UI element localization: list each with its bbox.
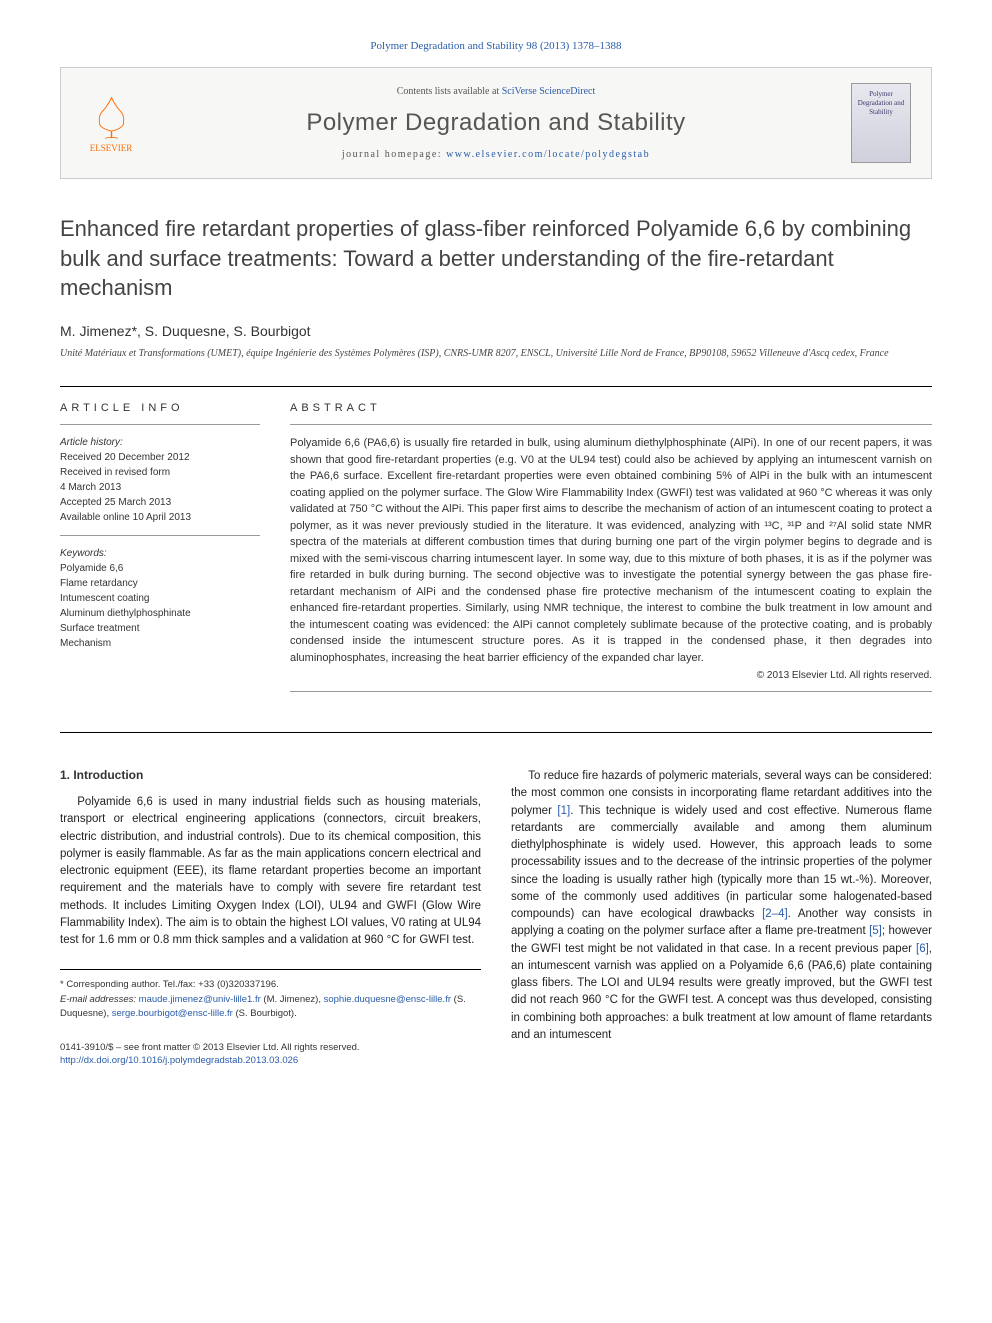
homepage-link[interactable]: www.elsevier.com/locate/polydegstab — [446, 149, 650, 160]
email-link-3[interactable]: serge.bourbigot@ensc-lille.fr — [112, 1008, 233, 1019]
authors-line: M. Jimenez*, S. Duquesne, S. Bourbigot — [60, 323, 932, 339]
sciencedirect-link[interactable]: SciVerse ScienceDirect — [502, 86, 596, 97]
contents-line: Contents lists available at SciVerse Sci… — [161, 86, 831, 97]
article-title: Enhanced fire retardant properties of gl… — [60, 214, 932, 303]
accepted-date: Accepted 25 March 2013 — [60, 495, 260, 510]
online-date: Available online 10 April 2013 — [60, 510, 260, 525]
info-divider-2 — [60, 535, 260, 536]
info-divider-1 — [60, 424, 260, 425]
intro-paragraph-1: Polyamide 6,6 is used in many industrial… — [60, 794, 481, 949]
contents-prefix: Contents lists available at — [397, 86, 502, 97]
journal-name: Polymer Degradation and Stability — [161, 109, 831, 137]
article-info-column: ARTICLE INFO Article history: Received 2… — [60, 402, 260, 702]
keyword-3: Intumescent coating — [60, 591, 260, 606]
journal-cover-thumbnail: Polymer Degradation and Stability — [851, 83, 911, 163]
revised-line1: Received in revised form — [60, 465, 260, 480]
revised-line2: 4 March 2013 — [60, 480, 260, 495]
body-column-left: 1. Introduction Polyamide 6,6 is used in… — [60, 768, 481, 1068]
email-name-1: (M. Jimenez), — [261, 994, 324, 1005]
keyword-2: Flame retardancy — [60, 576, 260, 591]
abstract-copyright: © 2013 Elsevier Ltd. All rights reserved… — [290, 670, 932, 681]
email-label: E-mail addresses: — [60, 994, 139, 1005]
publisher-name: ELSEVIER — [90, 143, 133, 153]
article-info-label: ARTICLE INFO — [60, 402, 260, 414]
corresponding-author: * Corresponding author. Tel./fax: +33 (0… — [60, 978, 481, 992]
abstract-divider-bottom — [290, 691, 932, 692]
ref-link-1[interactable]: [1] — [557, 805, 570, 817]
copyright-footer: 0141-3910/$ – see front matter © 2013 El… — [60, 1041, 481, 1068]
email-link-1[interactable]: maude.jimenez@univ-lille1.fr — [139, 994, 261, 1005]
received-date: Received 20 December 2012 — [60, 450, 260, 465]
doi-link[interactable]: http://dx.doi.org/10.1016/j.polymdegrads… — [60, 1055, 298, 1066]
abstract-label: ABSTRACT — [290, 402, 932, 414]
email-name-3: (S. Bourbigot). — [233, 1008, 297, 1019]
cover-title: Polymer Degradation and Stability — [855, 90, 907, 117]
keyword-5: Surface treatment — [60, 621, 260, 636]
history-label: Article history: — [60, 435, 260, 450]
intro-heading: 1. Introduction — [60, 768, 481, 782]
intro-paragraph-2: To reduce fire hazards of polymeric mate… — [511, 768, 932, 1044]
keywords-label: Keywords: — [60, 546, 260, 561]
abstract-divider — [290, 424, 932, 425]
keyword-6: Mechanism — [60, 636, 260, 651]
homepage-line: journal homepage: www.elsevier.com/locat… — [161, 149, 831, 160]
issn-line: 0141-3910/$ – see front matter © 2013 El… — [60, 1041, 481, 1054]
citation-header: Polymer Degradation and Stability 98 (20… — [60, 40, 932, 52]
intro-p2-s5: , an intumescent varnish was applied on … — [511, 943, 932, 1041]
corresponding-footer: * Corresponding author. Tel./fax: +33 (0… — [60, 969, 481, 1021]
homepage-prefix: journal homepage: — [342, 149, 446, 160]
ref-link-2-4[interactable]: [2–4] — [762, 908, 788, 920]
abstract-text: Polyamide 6,6 (PA6,6) is usually fire re… — [290, 435, 932, 666]
divider-top — [60, 386, 932, 387]
affiliation: Unité Matériaux et Transformations (UMET… — [60, 347, 932, 361]
email-link-2[interactable]: sophie.duquesne@ensc-lille.fr — [324, 994, 451, 1005]
keyword-4: Aluminum diethylphosphinate — [60, 606, 260, 621]
body-column-right: To reduce fire hazards of polymeric mate… — [511, 768, 932, 1068]
journal-banner: ELSEVIER Contents lists available at Sci… — [60, 67, 932, 179]
ref-link-6[interactable]: [6] — [916, 943, 929, 955]
elsevier-logo: ELSEVIER — [81, 88, 141, 158]
intro-p2-s2: . This technique is widely used and cost… — [511, 805, 932, 921]
divider-mid — [60, 732, 932, 733]
elsevier-tree-icon — [89, 93, 134, 143]
ref-link-5[interactable]: [5] — [869, 925, 882, 937]
email-addresses: E-mail addresses: maude.jimenez@univ-lil… — [60, 993, 481, 1022]
keyword-1: Polyamide 6,6 — [60, 561, 260, 576]
abstract-column: ABSTRACT Polyamide 6,6 (PA6,6) is usuall… — [290, 402, 932, 702]
